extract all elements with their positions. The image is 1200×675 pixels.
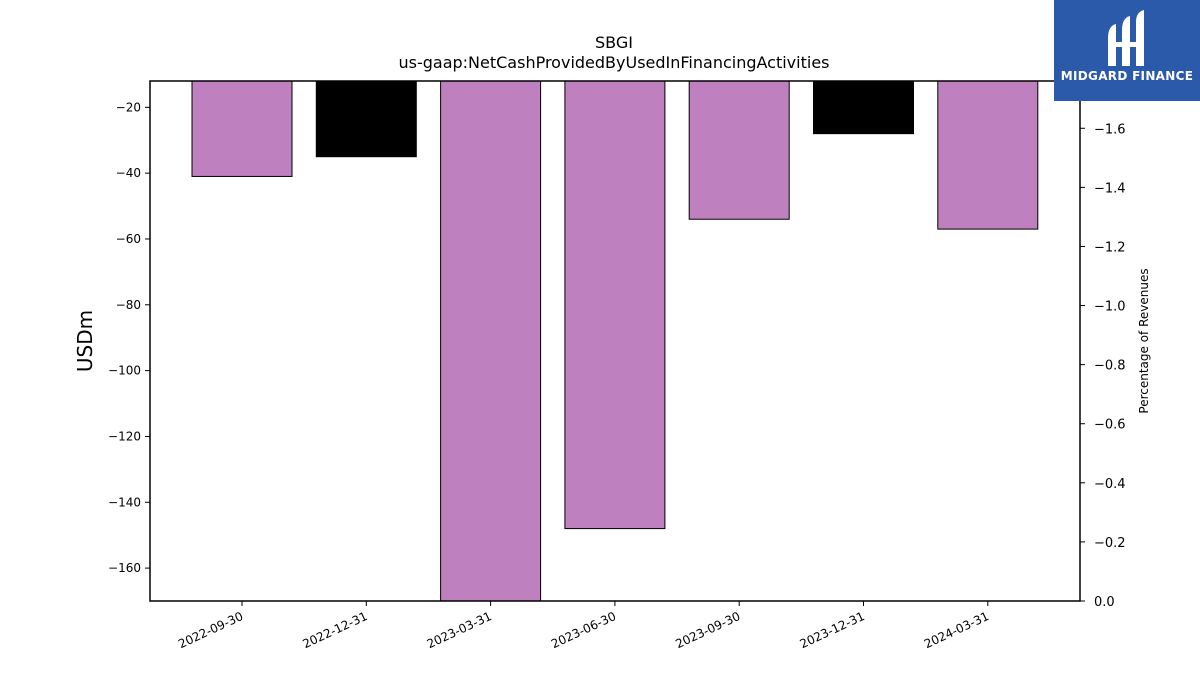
x-tick-label: 2023-06-30 bbox=[549, 609, 618, 651]
bar bbox=[937, 80, 1039, 230]
chart-subtitle: us-gaap:NetCashProvidedByUsedInFinancing… bbox=[398, 53, 829, 72]
x-tick-label: 2022-12-31 bbox=[300, 609, 369, 651]
logo-text: MIDGARD FINANCE bbox=[1060, 69, 1194, 83]
bar bbox=[191, 80, 293, 177]
bar bbox=[564, 80, 666, 530]
y2-tick-label: −1.2 bbox=[1094, 240, 1126, 255]
y-tick-label: −160 bbox=[108, 561, 141, 575]
bar bbox=[315, 80, 417, 158]
x-tick-label: 2024-03-31 bbox=[922, 609, 991, 651]
y-tick-label: −120 bbox=[108, 429, 141, 443]
bar bbox=[440, 80, 542, 602]
x-tick-label: 2023-03-31 bbox=[425, 609, 494, 651]
y2-tick-label: 0.0 bbox=[1094, 595, 1115, 610]
y-tick-label: −100 bbox=[108, 364, 141, 378]
y-tick-label: −140 bbox=[108, 495, 141, 509]
y-tick-label: −40 bbox=[116, 166, 141, 180]
y2-tick-label: −0.4 bbox=[1094, 477, 1126, 492]
y-axis: −20 −40 −60 −80 −100 −120 −140 −160 bbox=[108, 100, 150, 575]
bar bbox=[688, 80, 790, 220]
y2-tick-label: −1.0 bbox=[1094, 300, 1126, 315]
x-tick-label: 2023-09-30 bbox=[673, 609, 742, 651]
y-axis-label: USDm bbox=[73, 310, 97, 372]
y2-tick-label: −0.6 bbox=[1094, 418, 1126, 433]
y2-tick-label: −1.4 bbox=[1094, 181, 1126, 196]
x-tick-label: 2023-12-31 bbox=[798, 609, 867, 651]
bars-group bbox=[191, 80, 1039, 602]
y2-tick-label: −0.2 bbox=[1094, 536, 1126, 551]
y2-tick-label: −1.6 bbox=[1094, 122, 1126, 137]
y2-axis-label: Percentage of Revenues bbox=[1137, 268, 1151, 413]
y2-axis: −1.6 −1.4 −1.2 −1.0 −0.8 −0.6 −0.4 −0.2 0.0 bbox=[1080, 122, 1126, 610]
bar bbox=[813, 80, 914, 135]
x-axis: 2022-09-30 2022-12-31 2023-03-31 2023-06-30… bbox=[176, 601, 991, 651]
y-tick-label: −60 bbox=[116, 232, 141, 246]
x-tick-label: 2022-09-30 bbox=[176, 609, 245, 651]
y2-tick-label: −0.8 bbox=[1094, 359, 1126, 374]
midgard-finance-logo: MIDGARD FINANCE bbox=[1054, 0, 1200, 101]
y-tick-label: −20 bbox=[116, 100, 141, 114]
chart-title: SBGI bbox=[595, 33, 633, 52]
logo-mark-icon bbox=[1108, 10, 1144, 66]
y-tick-label: −80 bbox=[116, 298, 141, 312]
